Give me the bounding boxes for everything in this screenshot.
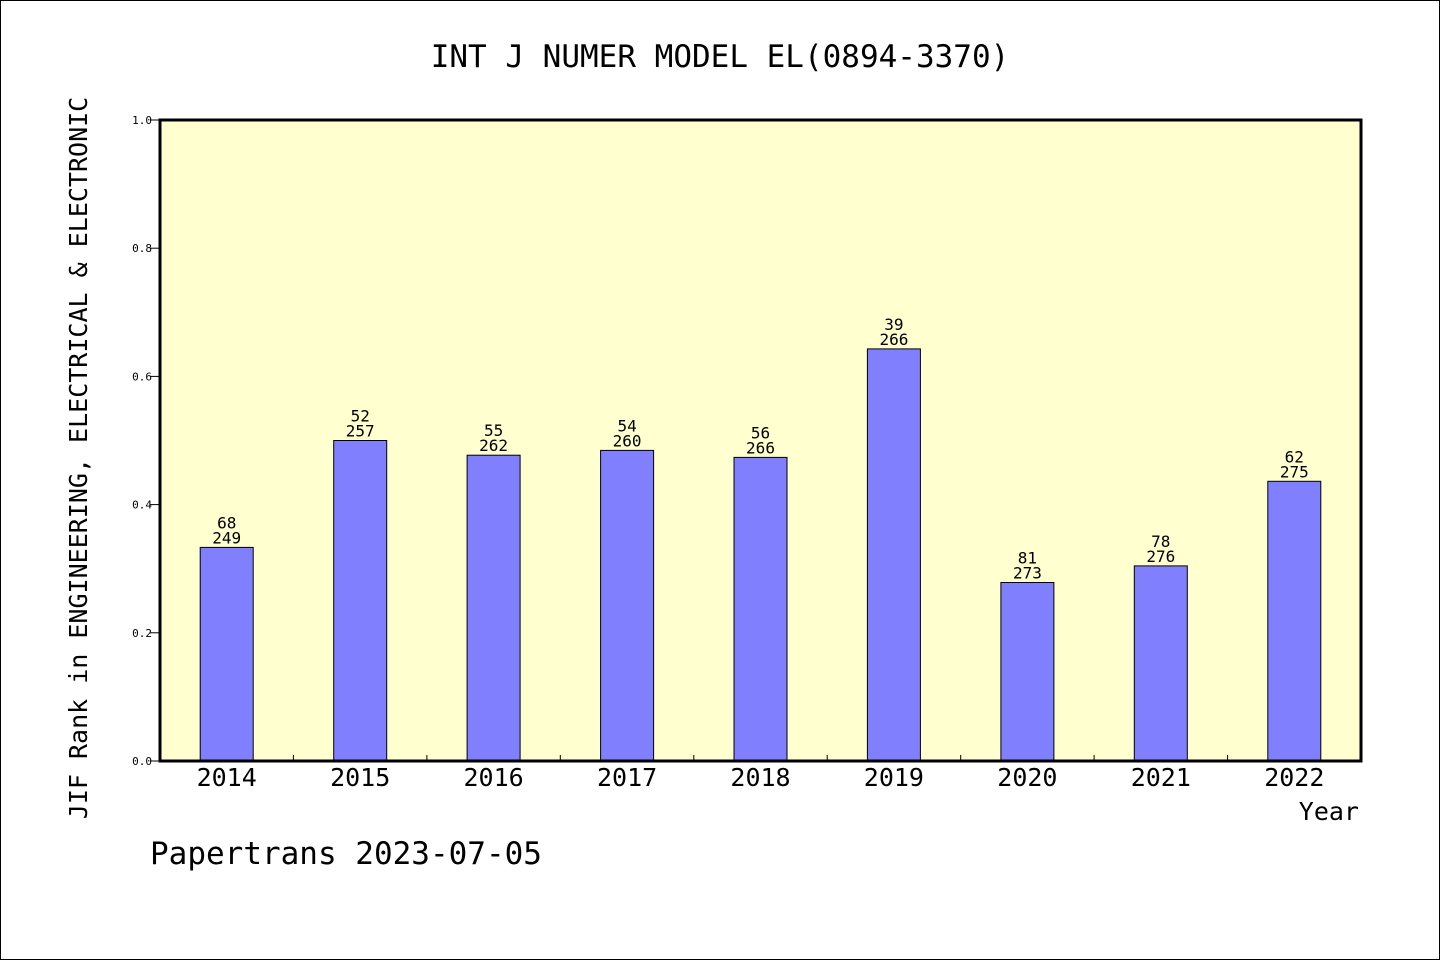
bar-rank-label: 52 [351, 407, 370, 426]
bar-2014 [199, 546, 254, 762]
x-axis-label: Year [1299, 797, 1359, 826]
y-tick-label: 0.6 [132, 370, 152, 383]
plot-frame [158, 118, 1363, 763]
bar-total-label: 266 [879, 330, 908, 349]
footer-source: Papertrans 2023-07-05 [150, 836, 542, 872]
y-tick-label: 0.4 [132, 499, 152, 512]
x-tick-label-2015: 2015 [330, 763, 390, 792]
bar-rank-label: 56 [751, 423, 770, 442]
x-tick-label-2016: 2016 [463, 763, 523, 792]
bar-2016 [466, 454, 521, 762]
bar-rank-label: 54 [617, 416, 636, 435]
bar-total-label: 257 [346, 422, 375, 441]
bar-2015 [333, 440, 388, 762]
x-axis-ticks: 2014 2015 2016 2017 2018 2019 2020 2021 2022 [197, 755, 1324, 792]
y-tick-label: 0.8 [132, 242, 152, 255]
y-axis-label: JIF Rank in ENGINEERING, ELECTRICAL & EL… [64, 97, 93, 819]
bar-rank-label: 78 [1151, 532, 1170, 551]
x-tick-label-2021: 2021 [1131, 763, 1191, 792]
bar-rank-label: 81 [1018, 549, 1037, 568]
x-tick-label-2020: 2020 [997, 763, 1057, 792]
chart-title: INT J NUMER MODEL EL(0894-3370) [431, 39, 1010, 75]
y-tick-label: 0.2 [132, 627, 152, 640]
bar-2021 [1133, 565, 1188, 762]
bar-total-label: 249 [212, 528, 241, 547]
bar-total-label: 262 [479, 436, 508, 455]
y-tick-label: 1.0 [132, 114, 152, 127]
y-tick-label: 0.0 [132, 755, 152, 768]
bar-total-label: 260 [613, 431, 642, 450]
x-tick-label-2017: 2017 [597, 763, 657, 792]
bar-total-label: 273 [1013, 564, 1042, 583]
x-tick-label-2014: 2014 [197, 763, 257, 792]
x-tick-label-2022: 2022 [1264, 763, 1324, 792]
bar-2022 [1267, 480, 1322, 762]
bar-2019 [866, 348, 921, 762]
bar-2017 [600, 449, 655, 762]
bar-rank-label: 55 [484, 421, 503, 440]
bar-rank-label: 62 [1285, 447, 1304, 466]
bar-total-label: 276 [1146, 547, 1175, 566]
bar-rank-label: 39 [884, 315, 903, 334]
bar-2018 [733, 456, 788, 762]
x-tick-label-2019: 2019 [864, 763, 924, 792]
bar-total-label: 275 [1280, 462, 1309, 481]
bar-total-label: 266 [746, 438, 775, 457]
x-tick-label-2018: 2018 [730, 763, 790, 792]
y-axis-ticks: 0.0 0.2 0.4 0.6 0.8 1.0 [132, 114, 160, 768]
bars-layer [199, 348, 1322, 762]
bar-rank-label: 68 [217, 513, 236, 532]
bar-2020 [1000, 582, 1055, 762]
